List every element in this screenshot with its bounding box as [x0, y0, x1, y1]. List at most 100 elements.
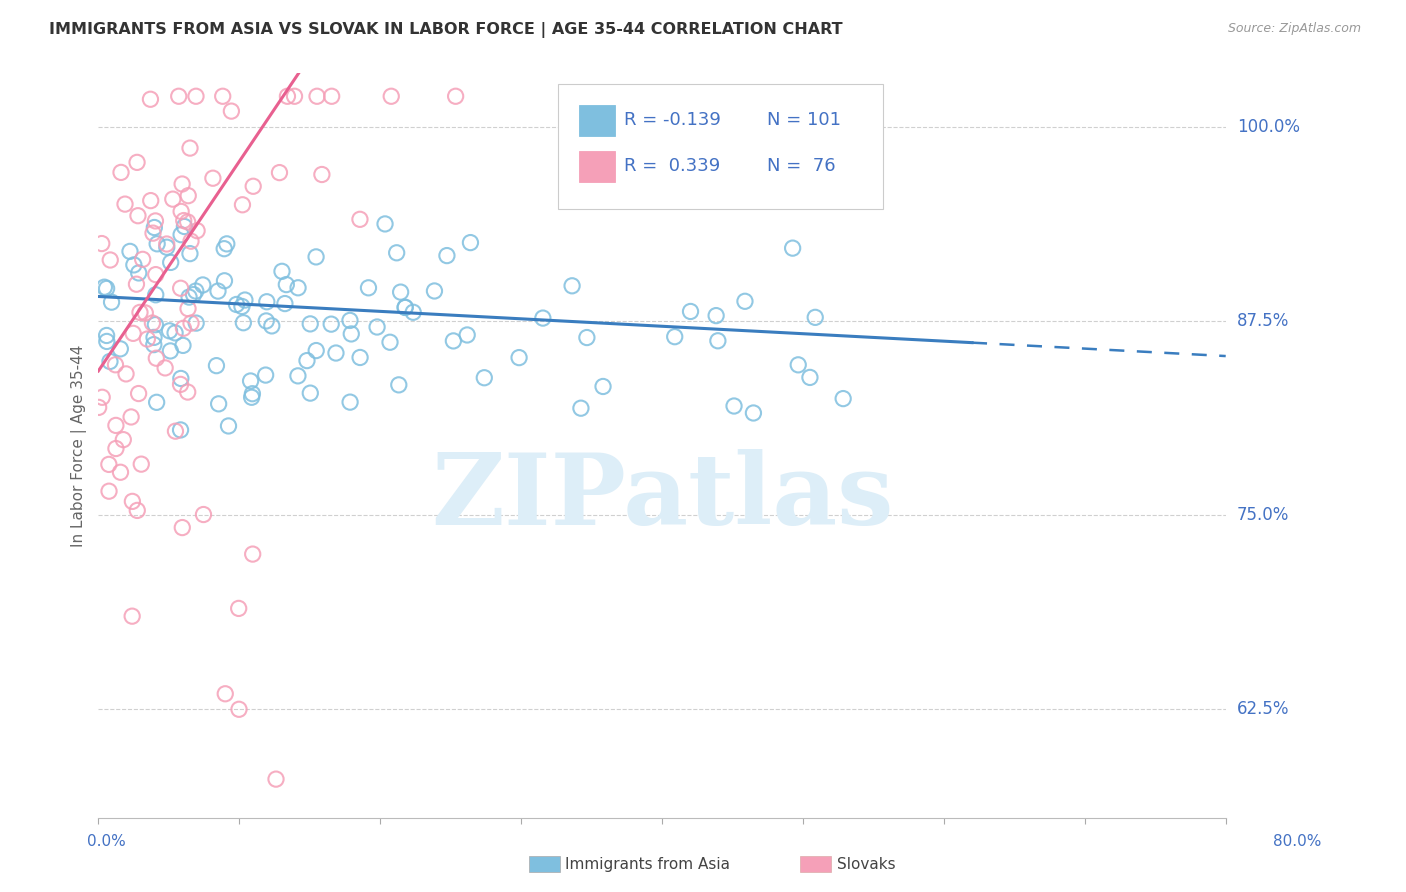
Point — [143, 318, 166, 332]
Point — [311, 168, 333, 182]
Point — [87, 401, 110, 415]
Point — [172, 520, 194, 534]
Point — [357, 281, 380, 295]
Point — [129, 305, 152, 319]
Point — [394, 301, 416, 315]
Point — [569, 401, 592, 416]
Point — [214, 274, 236, 288]
Point — [100, 295, 122, 310]
Point — [787, 358, 810, 372]
Text: Immigrants from Asia: Immigrants from Asia — [565, 857, 730, 871]
Point — [118, 244, 141, 259]
Point — [127, 209, 149, 223]
Point — [180, 316, 202, 330]
Point — [193, 508, 215, 522]
Point — [141, 316, 163, 330]
Point — [269, 166, 291, 180]
Point — [276, 89, 298, 103]
Point — [380, 89, 402, 103]
Point — [142, 226, 165, 240]
Point — [159, 324, 181, 338]
Point — [233, 293, 256, 307]
Point — [664, 329, 686, 343]
Point — [98, 484, 121, 499]
Point — [531, 311, 554, 326]
Point — [575, 330, 598, 344]
Point — [221, 104, 243, 119]
Point — [125, 277, 148, 292]
Point — [110, 165, 132, 179]
Point — [115, 367, 138, 381]
Point — [804, 310, 827, 325]
Point — [734, 294, 756, 309]
Point — [98, 252, 121, 267]
Point — [165, 326, 187, 340]
Point — [96, 334, 118, 349]
Point — [122, 258, 145, 272]
Point — [162, 192, 184, 206]
Point — [139, 92, 162, 106]
Point — [186, 316, 208, 330]
Text: Slovaks: Slovaks — [837, 857, 896, 871]
Point — [142, 337, 165, 351]
Point — [110, 465, 132, 479]
Point — [240, 390, 263, 404]
Point — [176, 215, 198, 229]
Point — [131, 252, 153, 267]
Point — [191, 277, 214, 292]
Point — [145, 395, 167, 409]
Point — [156, 237, 179, 252]
Point — [508, 351, 530, 365]
Point — [156, 240, 179, 254]
Point — [402, 305, 425, 319]
Point — [423, 284, 446, 298]
Text: N = 101: N = 101 — [766, 111, 841, 129]
Point — [742, 406, 765, 420]
Point — [225, 297, 247, 311]
Point — [143, 220, 166, 235]
Text: 100.0%: 100.0% — [1237, 119, 1301, 136]
Point — [295, 353, 318, 368]
Point — [114, 197, 136, 211]
Point — [205, 359, 228, 373]
Point — [153, 360, 176, 375]
Point — [305, 89, 328, 103]
Text: R = -0.139: R = -0.139 — [624, 111, 721, 129]
Point — [378, 335, 401, 350]
Point — [165, 424, 187, 438]
Text: 0.0%: 0.0% — [87, 834, 127, 849]
Point — [366, 320, 388, 334]
Point — [260, 318, 283, 333]
Point — [218, 419, 240, 434]
Point — [186, 224, 208, 238]
Point — [184, 284, 207, 298]
Point — [832, 392, 855, 406]
Point — [146, 236, 169, 251]
Point — [274, 296, 297, 310]
Point — [723, 399, 745, 413]
Point — [283, 89, 305, 103]
Point — [228, 601, 250, 615]
Point — [231, 198, 253, 212]
Point — [299, 386, 322, 401]
Point — [177, 188, 200, 202]
Point — [374, 217, 396, 231]
Point — [136, 332, 159, 346]
Point — [112, 433, 135, 447]
Point — [242, 547, 264, 561]
Point — [97, 458, 120, 472]
Point — [139, 194, 162, 208]
Point — [388, 377, 411, 392]
Text: IMMIGRANTS FROM ASIA VS SLOVAK IN LABOR FORCE | AGE 35-44 CORRELATION CHART: IMMIGRANTS FROM ASIA VS SLOVAK IN LABOR … — [49, 22, 842, 38]
Point — [207, 284, 229, 298]
Point — [180, 234, 202, 248]
Point — [254, 368, 277, 382]
Text: 87.5%: 87.5% — [1237, 312, 1289, 330]
Point — [121, 609, 143, 624]
Point — [177, 301, 200, 316]
Point — [128, 266, 150, 280]
Point — [242, 386, 264, 401]
Point — [305, 343, 328, 358]
Point — [339, 395, 361, 409]
Point — [456, 328, 478, 343]
